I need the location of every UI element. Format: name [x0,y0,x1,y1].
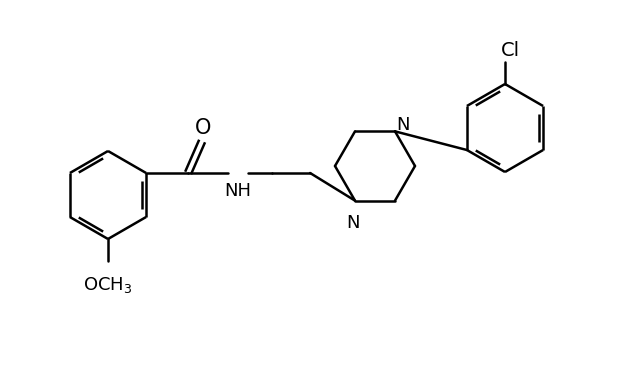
Text: Cl: Cl [500,41,520,60]
Text: N: N [396,116,410,134]
Text: OCH$_3$: OCH$_3$ [83,275,132,295]
Text: N: N [346,214,360,232]
Text: O: O [195,118,211,138]
Text: NH: NH [225,182,252,200]
